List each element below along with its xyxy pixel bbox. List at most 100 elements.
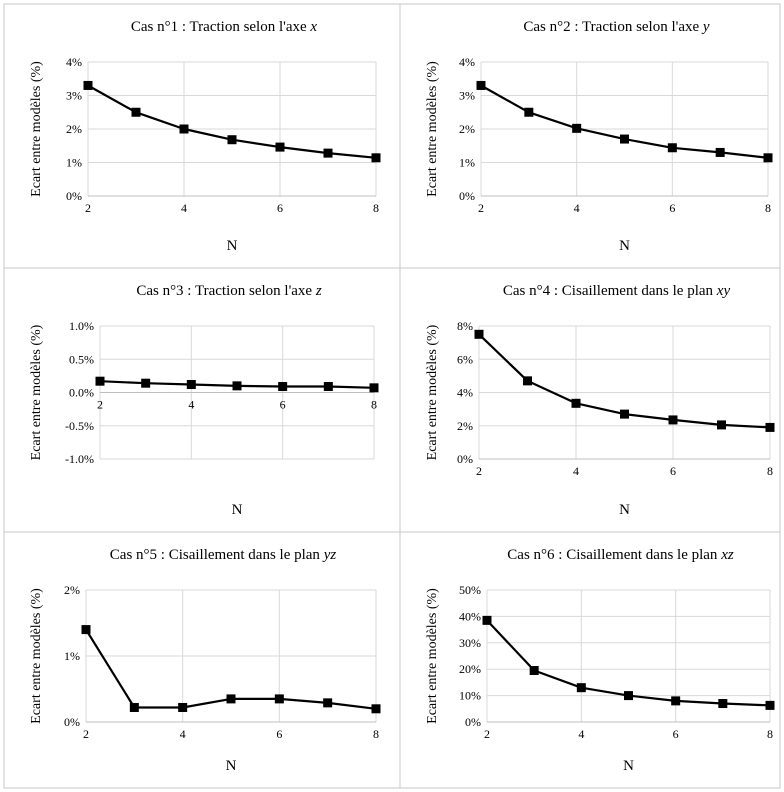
data-point (765, 700, 775, 710)
x-tick-label: 6 (276, 727, 282, 741)
data-point (323, 148, 333, 158)
chart-title: Cas n°4 : Cisaillement dans le plan xy (503, 283, 731, 299)
y-tick-label: 2% (459, 122, 475, 136)
chart-panel-6: Cas n°6 : Cisaillement dans le plan xz 0%… (425, 547, 775, 774)
chart-title-text: Cas n°4 : Cisaillement dans le plan (503, 283, 717, 299)
x-tick-label: 6 (277, 201, 283, 215)
data-point (523, 376, 532, 386)
chart-title-text: Cas n°6 : Cisaillement dans le plan (507, 547, 721, 563)
data-point (226, 694, 236, 704)
y-axis-label: Ecart entre modèles (%) (425, 324, 440, 460)
y-tick-label: 0% (64, 715, 80, 729)
y-axis-label: Ecart entre modèles (%) (29, 324, 44, 460)
x-axis-label: N (619, 238, 630, 254)
y-tick-label: 50% (459, 583, 481, 597)
chart-title: Cas n°1 : Traction selon l'axe x (131, 19, 318, 35)
x-axis-label: N (227, 238, 238, 254)
y-tick-label: 40% (459, 609, 481, 623)
y-tick-label: 20% (459, 662, 481, 676)
x-axis-label: N (226, 758, 237, 774)
chart-panel-4: Cas n°4 : Cisaillement dans le plan xy 0%… (425, 283, 775, 518)
chart-title: Cas n°2 : Traction selon l'axe y (523, 19, 710, 35)
chart-title-axis: xz (720, 547, 734, 563)
data-point (81, 625, 91, 635)
y-tick-label: 1.0% (69, 319, 94, 333)
y-tick-label: 1% (64, 649, 80, 663)
y-tick-label: 0% (457, 452, 473, 466)
chart-title: Cas n°6 : Cisaillement dans le plan xz (507, 547, 734, 563)
chart-title-axis: y (701, 19, 710, 35)
x-tick-label: 8 (371, 398, 377, 412)
y-tick-label: 0.5% (69, 352, 94, 366)
x-tick-label: 8 (767, 727, 773, 741)
x-tick-label: 6 (280, 398, 286, 412)
series-line (87, 84, 377, 159)
x-axis-label: N (232, 502, 243, 518)
y-tick-label: 2% (457, 419, 473, 433)
data-point (141, 378, 151, 388)
data-point (715, 147, 725, 157)
chart-title-text: Cas n°1 : Traction selon l'axe (131, 19, 311, 35)
data-point (620, 409, 629, 419)
y-tick-label: 3% (66, 89, 82, 103)
x-tick-label: 2 (97, 398, 103, 412)
chart-title-text: Cas n°2 : Traction selon l'axe (523, 19, 703, 35)
y-tick-label: -1.0% (65, 452, 94, 466)
data-point (371, 704, 381, 714)
x-tick-label: 6 (670, 464, 676, 478)
x-tick-label: 8 (765, 201, 771, 215)
x-tick-label: 4 (181, 201, 187, 215)
y-axis-label: Ecart entre modèles (%) (425, 61, 440, 197)
x-tick-label: 4 (188, 398, 194, 412)
data-point (476, 80, 486, 90)
figure-border (3, 3, 781, 789)
x-tick-label: 2 (478, 201, 484, 215)
data-point (668, 415, 678, 425)
data-point (278, 382, 288, 392)
y-tick-label: -0.5% (65, 419, 94, 433)
data-point (474, 329, 484, 339)
data-point (232, 381, 242, 391)
chart-title: Cas n°5 : Cisaillement dans le plan yz (110, 547, 337, 563)
y-axis-label: Ecart entre modèles (%) (29, 61, 44, 197)
data-point (323, 698, 333, 708)
data-point (765, 422, 775, 432)
chart-panel-1: Cas n°1 : Traction selon l'axe x 0% 1% 2% 3%… (29, 19, 381, 254)
data-point (129, 702, 139, 712)
data-point (524, 107, 534, 117)
x-tick-label: 8 (373, 727, 379, 741)
x-tick-label: 2 (484, 727, 490, 741)
data-point (83, 80, 93, 90)
data-point (624, 691, 633, 701)
y-tick-label: 10% (459, 689, 481, 703)
x-tick-label: 2 (83, 727, 89, 741)
x-tick-label: 8 (767, 464, 773, 478)
y-tick-label: 0% (66, 189, 82, 203)
data-point (371, 153, 381, 163)
x-tick-label: 2 (476, 464, 482, 478)
data-point (369, 383, 379, 393)
chart-panel-2: Cas n°2 : Traction selon l'axe y 0% 1% 2% 3%… (425, 19, 773, 254)
chart-title-axis: x (309, 19, 317, 35)
chart-panel-3: Cas n°3 : Traction selon l'axe z -1.0% -0.… (29, 283, 379, 518)
x-tick-label: 2 (85, 201, 91, 215)
y-tick-label: 2% (66, 122, 82, 136)
data-point (571, 398, 581, 408)
data-point (275, 142, 285, 152)
x-tick-label: 4 (574, 201, 580, 215)
y-tick-label: 30% (459, 636, 481, 650)
chart-panel-5: Cas n°5 : Cisaillement dans le plan yz 0%… (29, 547, 381, 774)
x-axis-label: N (619, 502, 630, 518)
data-point (95, 376, 105, 386)
data-point (131, 107, 141, 117)
data-point (323, 382, 333, 392)
data-point (178, 702, 188, 712)
y-tick-label: 1% (66, 156, 82, 170)
data-point (529, 666, 539, 676)
data-point (179, 124, 189, 134)
data-point (763, 153, 773, 163)
data-point (186, 380, 196, 390)
series-line (480, 84, 769, 159)
y-tick-label: 6% (457, 352, 473, 366)
x-tick-label: 6 (669, 201, 675, 215)
